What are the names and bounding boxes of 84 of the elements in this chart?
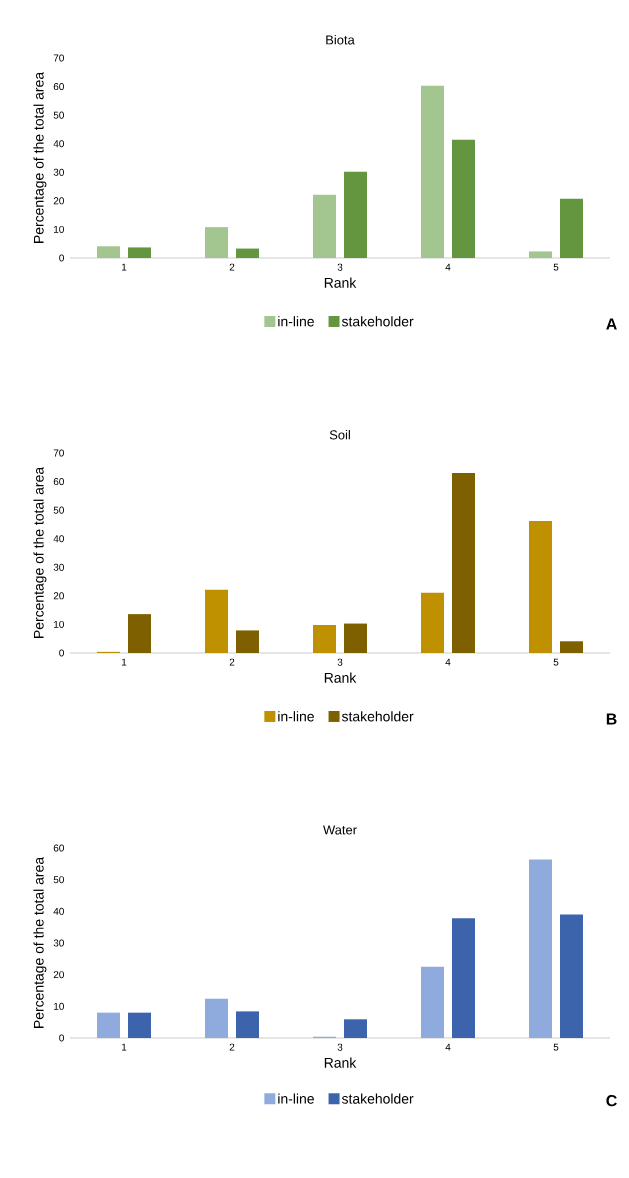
bar [344, 171, 367, 258]
bar [529, 520, 552, 653]
y-tick-label: 0 [59, 254, 64, 262]
y-tick-label: 0 [59, 1034, 64, 1042]
y-tick-label: 50 [53, 111, 64, 119]
bar [205, 589, 228, 653]
y-tick-label: 20 [53, 197, 64, 205]
bar [128, 614, 151, 653]
bar [452, 139, 475, 258]
bar [128, 247, 151, 258]
x-tick-label: 3 [337, 1043, 343, 1051]
y-tick-label: 10 [54, 1002, 64, 1010]
x-tick-label: 4 [445, 658, 451, 666]
x-tick-label: 1 [121, 263, 127, 271]
bar [236, 1011, 259, 1038]
x-tick-label: 5 [553, 658, 559, 666]
text: C [606, 1095, 617, 1107]
y-tick-label: 50 [53, 506, 64, 514]
bar [205, 227, 228, 258]
y-tick-label: 60 [53, 83, 64, 91]
y-tick-label: 40 [53, 907, 64, 915]
y-tick-label: 20 [53, 971, 64, 979]
y-tick-label: 60 [53, 478, 64, 486]
x-axis-title: Rank [324, 1057, 357, 1068]
y-tick-label: 30 [53, 168, 64, 176]
x-tick-label: 2 [229, 263, 235, 271]
bar [560, 914, 583, 1038]
chart-title: Water [323, 825, 357, 835]
bar [421, 592, 444, 653]
legend-label: in-line [278, 711, 314, 722]
chart-title: Soil [329, 429, 350, 440]
x-tick-label: 2 [229, 658, 235, 666]
legend-label: stakeholder [341, 1093, 414, 1104]
bar [452, 472, 475, 653]
text: B [606, 713, 617, 725]
bar [421, 966, 444, 1038]
bar [344, 1019, 367, 1038]
y-axis-title: Percentage of the total area [33, 71, 47, 243]
y-tick-label: 40 [53, 140, 64, 148]
legend-label: stakeholder [341, 316, 414, 327]
x-tick-label: 5 [553, 263, 559, 271]
y-axis-title: Percentage of the total area [33, 466, 47, 638]
y-tick-label: 70 [53, 449, 64, 457]
legend-label: in-line [278, 1093, 314, 1104]
y-tick-label: 70 [53, 54, 64, 62]
bar [313, 194, 336, 258]
bar [529, 859, 552, 1038]
x-tick-label: 5 [553, 1043, 559, 1051]
bar [529, 251, 552, 258]
x-tick-label: 2 [229, 1043, 235, 1051]
bar [97, 1012, 120, 1038]
bar [560, 198, 583, 258]
bar [128, 1012, 151, 1038]
bar [421, 85, 444, 258]
y-tick-label: 10 [54, 225, 64, 233]
y-tick-label: 10 [54, 620, 64, 628]
x-tick-label: 3 [337, 658, 343, 666]
x-axis-title: Rank [324, 672, 357, 683]
y-tick-label: 40 [53, 535, 64, 543]
bar [97, 246, 120, 258]
y-tick-label: 0 [59, 649, 64, 657]
bar [205, 998, 228, 1038]
y-tick-label: 20 [53, 592, 64, 600]
bar [236, 630, 259, 653]
legend-label: stakeholder [341, 711, 414, 722]
x-tick-label: 4 [445, 1043, 451, 1051]
y-tick-label: 60 [53, 844, 64, 852]
x-tick-label: 1 [121, 658, 127, 666]
y-tick-label: 30 [53, 939, 64, 947]
chart-title: Biota [326, 34, 355, 45]
x-axis-title: Rank [324, 277, 357, 288]
bar [344, 623, 367, 653]
x-tick-label: 4 [445, 263, 451, 271]
bar [313, 624, 336, 653]
y-tick-label: 30 [53, 563, 64, 571]
x-tick-label: 1 [121, 1043, 127, 1051]
legend-label: in-line [278, 316, 314, 327]
bar [236, 248, 259, 258]
y-tick-label: 50 [53, 876, 64, 884]
y-axis-title: Percentage of the total area [33, 856, 47, 1028]
bar [560, 641, 583, 653]
x-tick-label: 3 [337, 263, 343, 271]
bar [452, 918, 475, 1038]
text: A [606, 318, 617, 330]
